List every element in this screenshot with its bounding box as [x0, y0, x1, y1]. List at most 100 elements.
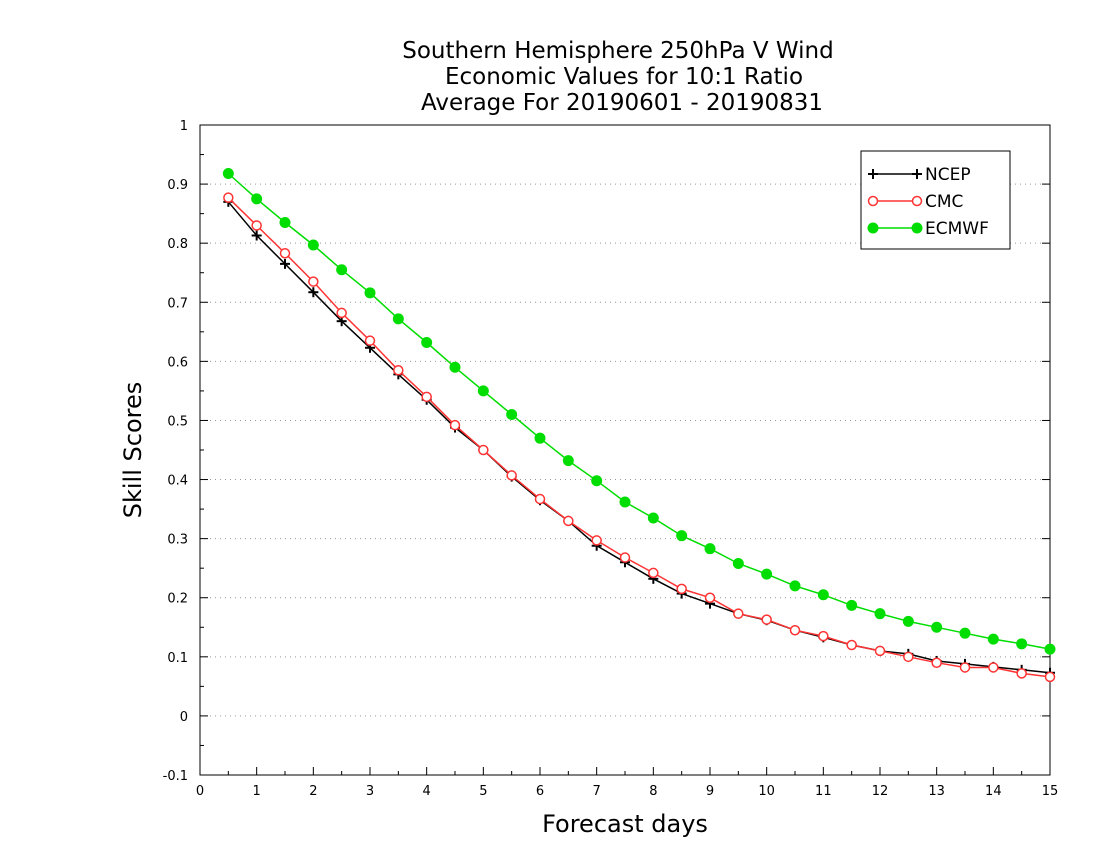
y-axis: -0.1 0 0.1 0.2 0.3 0.4 0.5 0.6 0.7 0.8 0.9 1 — [163, 119, 1050, 784]
data-point-cmc — [336, 307, 347, 319]
series-ecmwf — [222, 167, 1056, 655]
data-point-cmc — [364, 335, 376, 346]
legend-box — [860, 150, 1011, 250]
y-tick-label: 0.4 — [167, 474, 188, 489]
legend-label-ecmwf: ECMWF — [925, 219, 989, 239]
data-point-ecmwf — [931, 621, 943, 633]
legend-item-ecmwf: ECMWF — [867, 219, 989, 239]
data-point-cmc — [478, 444, 489, 456]
data-point-cmc — [988, 662, 999, 673]
data-point-ecmwf — [364, 287, 376, 299]
data-point-cmc — [818, 630, 829, 642]
chart-title: Southern Hemisphere 250hPa V Wind Econom… — [402, 38, 833, 116]
data-point-cmc — [931, 657, 942, 668]
data-point-ecmwf — [562, 455, 574, 467]
data-point-ecmwf — [591, 475, 603, 487]
data-point-ecmwf — [1044, 643, 1056, 655]
data-point-cmc — [704, 592, 716, 603]
data-point-ncep — [308, 287, 319, 298]
x-tick-label: 11 — [815, 784, 832, 799]
y-tick-label: 1 — [180, 119, 188, 134]
data-point-cmc — [846, 639, 857, 651]
y-axis-label: Skill Scores — [119, 382, 147, 519]
legend-label-ncep: NCEP — [925, 165, 971, 185]
data-point-ecmwf — [676, 530, 688, 542]
y-tick-label: 0.3 — [167, 533, 188, 548]
data-point-ecmwf — [704, 543, 716, 555]
data-point-cmc — [789, 624, 801, 636]
data-point-ecmwf — [251, 193, 263, 205]
x-tick-label: 8 — [649, 784, 657, 799]
data-point-cmc — [676, 583, 687, 595]
legend-marker-ncep — [912, 169, 922, 179]
x-tick-label: 3 — [366, 784, 374, 799]
x-tick-label: 7 — [593, 784, 601, 799]
chart-title-line-3: Average For 20190601 - 20190831 — [421, 90, 823, 116]
legend-label-cmc: CMC — [925, 192, 963, 212]
data-point-cmc — [251, 220, 262, 231]
x-tick-label: 14 — [985, 784, 1002, 799]
series-cmc — [223, 192, 1056, 683]
data-point-ecmwf — [874, 608, 886, 620]
x-tick-label: 4 — [423, 784, 431, 799]
y-tick-label: 0.9 — [167, 178, 188, 193]
x-tick-label: 13 — [928, 784, 945, 799]
y-tick-label: 0.1 — [167, 651, 188, 666]
data-point-ecmwf — [506, 409, 518, 421]
data-point-ecmwf — [817, 589, 829, 601]
y-tick-label: 0.7 — [167, 296, 188, 311]
data-point-cmc — [1016, 668, 1027, 679]
data-point-cmc — [959, 662, 971, 673]
data-point-cmc — [733, 608, 744, 619]
data-point-cmc — [591, 535, 602, 546]
x-axis: 0 1 2 3 4 5 6 7 8 9 10 11 12 13 14 15 — [196, 767, 1058, 799]
series-ncep — [223, 196, 1055, 678]
data-point-ecmwf — [959, 627, 971, 639]
data-point-cmc — [223, 192, 234, 203]
y-tick-label: 0 — [180, 710, 188, 725]
data-point-ecmwf — [761, 568, 773, 580]
data-point-ecmwf — [732, 557, 744, 569]
data-point-cmc — [563, 515, 574, 527]
y-tick-label: 0.2 — [167, 592, 188, 607]
y-tick-label: -0.1 — [163, 769, 188, 784]
data-point-cmc — [506, 470, 517, 481]
data-point-ecmwf — [619, 496, 631, 508]
legend-marker-cmc — [911, 195, 923, 207]
chart-title-line-2: Economic Values for 10:1 Ratio — [445, 64, 803, 90]
data-point-cmc — [421, 391, 432, 403]
x-tick-label: 2 — [309, 784, 317, 799]
data-point-ncep — [251, 230, 262, 241]
data-point-cmc — [279, 247, 291, 259]
y-tick-label: 0.8 — [167, 237, 188, 252]
legend-marker-cmc — [867, 195, 879, 207]
x-tick-label: 6 — [536, 784, 544, 799]
legend-marker-ecmwf — [911, 222, 923, 234]
data-point-ecmwf — [421, 336, 433, 348]
data-point-cmc — [648, 567, 659, 579]
series-layer — [222, 167, 1056, 683]
series-line-cmc — [227, 197, 1051, 678]
grid-lines — [200, 183, 1050, 717]
data-point-ecmwf — [222, 167, 234, 179]
data-point-ecmwf — [647, 512, 659, 524]
legend-item-ncep: NCEP — [868, 165, 971, 185]
x-tick-label: 9 — [706, 784, 714, 799]
series-line-ncep — [227, 201, 1051, 674]
x-tick-label: 15 — [1042, 784, 1059, 799]
x-tick-label: 12 — [872, 784, 889, 799]
data-point-ecmwf — [307, 239, 319, 251]
data-point-ecmwf — [449, 361, 461, 373]
data-point-cmc — [761, 614, 772, 625]
data-point-cmc — [308, 276, 319, 287]
chart-title-line-1: Southern Hemisphere 250hPa V Wind — [402, 38, 833, 64]
data-point-cmc — [534, 493, 546, 505]
data-point-ecmwf — [534, 432, 546, 444]
data-point-cmc — [903, 651, 914, 663]
legend-marker-ecmwf — [867, 222, 879, 234]
x-tick-label: 10 — [758, 784, 775, 799]
y-tick-label: 0.6 — [167, 355, 188, 370]
data-point-ecmwf — [336, 264, 348, 276]
y-tick-label: 0.5 — [167, 414, 188, 429]
data-point-ecmwf — [846, 599, 858, 611]
